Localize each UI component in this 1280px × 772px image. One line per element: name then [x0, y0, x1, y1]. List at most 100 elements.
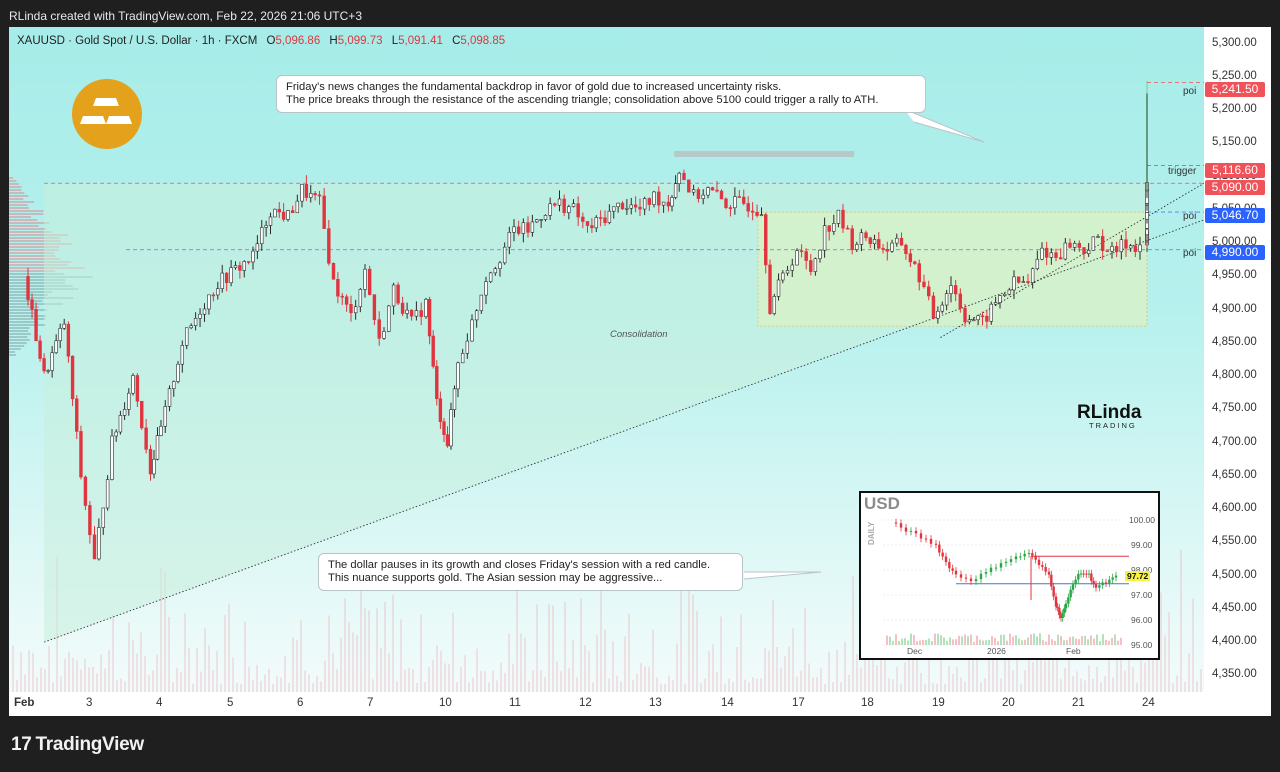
candle-body[interactable] — [1114, 246, 1119, 253]
candle-body[interactable] — [358, 289, 363, 308]
candle-body[interactable] — [864, 232, 868, 239]
candle-body[interactable] — [936, 310, 940, 319]
candle-body[interactable] — [396, 284, 400, 304]
candle-body[interactable] — [220, 272, 224, 289]
candle-body[interactable] — [180, 345, 184, 365]
candle-body[interactable] — [1054, 252, 1058, 258]
candle-body[interactable] — [594, 217, 598, 229]
candle-body[interactable] — [666, 201, 671, 207]
candle-body[interactable] — [327, 228, 331, 264]
candle-body[interactable] — [737, 196, 742, 198]
candle-body[interactable] — [30, 299, 34, 310]
candle-body[interactable] — [567, 206, 571, 214]
candle-body[interactable] — [340, 295, 344, 298]
candle-body[interactable] — [1077, 243, 1082, 248]
candle-body[interactable] — [507, 231, 512, 248]
candle-body[interactable] — [1063, 242, 1068, 260]
candle-body[interactable] — [502, 246, 507, 264]
candle-body[interactable] — [553, 203, 557, 206]
candle-body[interactable] — [512, 226, 516, 233]
candle-body[interactable] — [581, 216, 585, 222]
candle-body[interactable] — [391, 284, 396, 307]
candle-body[interactable] — [917, 263, 921, 283]
price-axis[interactable]: 5,300.005,250.005,200.005,150.005,100.00… — [1204, 27, 1271, 716]
candle-body[interactable] — [972, 319, 976, 322]
candle-body[interactable] — [336, 279, 340, 297]
candle-body[interactable] — [1016, 276, 1021, 283]
candle-body[interactable] — [290, 210, 295, 214]
candle-body[interactable] — [1007, 289, 1012, 295]
candle-body[interactable] — [768, 264, 772, 314]
candle-body[interactable] — [908, 253, 913, 263]
candle-body[interactable] — [193, 317, 198, 326]
candle-body[interactable] — [922, 281, 926, 288]
candle-body[interactable] — [804, 251, 808, 261]
candle-body[interactable] — [642, 198, 647, 210]
candle-body[interactable] — [101, 507, 105, 528]
candle-body[interactable] — [776, 279, 781, 297]
candle-body[interactable] — [607, 210, 612, 223]
candle-body[interactable] — [414, 310, 419, 317]
candle-body[interactable] — [127, 392, 131, 410]
candle-body[interactable] — [746, 203, 750, 212]
candle-body[interactable] — [557, 198, 562, 206]
candle-body[interactable] — [1049, 252, 1054, 258]
candle-body[interactable] — [431, 335, 435, 367]
candle-body[interactable] — [543, 214, 548, 220]
candle-body[interactable] — [944, 293, 949, 306]
candle-body[interactable] — [62, 323, 66, 329]
candle-body[interactable] — [251, 250, 255, 263]
candle-body[interactable] — [474, 310, 479, 321]
candle-body[interactable] — [382, 331, 386, 339]
candle-body[interactable] — [405, 309, 409, 314]
usd-inset-chart[interactable]: USD DAILY 100.00 99.00 98.00 97.00 96.00… — [859, 491, 1160, 660]
candle-body[interactable] — [295, 200, 300, 214]
candle-body[interactable] — [661, 201, 666, 206]
candle-body[interactable] — [242, 261, 246, 271]
candle-body[interactable] — [795, 250, 799, 266]
candle-body[interactable] — [759, 214, 764, 216]
candle-body[interactable] — [233, 265, 238, 268]
candle-body[interactable] — [612, 206, 616, 212]
candle-body[interactable] — [638, 206, 642, 210]
candle-body[interactable] — [706, 187, 710, 196]
candle-body[interactable] — [733, 196, 737, 209]
candle-body[interactable] — [148, 448, 153, 475]
candle-body[interactable] — [202, 308, 207, 315]
candle-body[interactable] — [677, 172, 681, 184]
candle-body[interactable] — [75, 398, 79, 432]
candle-body[interactable] — [163, 406, 167, 427]
candle-body[interactable] — [1068, 242, 1072, 248]
candle-body[interactable] — [809, 260, 813, 272]
candle-body[interactable] — [899, 237, 904, 246]
candle-body[interactable] — [1124, 239, 1128, 249]
candle-body[interactable] — [377, 319, 381, 339]
candle-body[interactable] — [701, 194, 705, 199]
candle-body[interactable] — [317, 194, 322, 197]
candle-body[interactable] — [625, 207, 629, 210]
candle-body[interactable] — [1026, 281, 1030, 283]
candle-body[interactable] — [344, 296, 349, 305]
candle-body[interactable] — [118, 415, 123, 433]
candle-body[interactable] — [953, 285, 958, 295]
candle-body[interactable] — [958, 293, 963, 309]
candle-body[interactable] — [185, 327, 189, 346]
candle-body[interactable] — [859, 232, 864, 245]
candle-body[interactable] — [836, 209, 841, 224]
candle-body[interactable] — [1002, 293, 1007, 296]
candle-body[interactable] — [764, 214, 768, 266]
candle-body[interactable] — [300, 183, 304, 202]
candle-body[interactable] — [772, 296, 776, 314]
candle-body[interactable] — [1086, 250, 1091, 255]
candle-body[interactable] — [260, 227, 264, 245]
candle-body[interactable] — [1040, 247, 1044, 260]
candle-body[interactable] — [110, 435, 114, 480]
candle-body[interactable] — [460, 353, 465, 364]
candle-body[interactable] — [710, 187, 715, 191]
candle-body[interactable] — [980, 315, 985, 318]
candle-body[interactable] — [38, 340, 42, 359]
candle-body[interactable] — [58, 328, 62, 342]
candle-body[interactable] — [1105, 250, 1110, 252]
candle-body[interactable] — [603, 217, 607, 223]
candle-body[interactable] — [331, 262, 336, 280]
